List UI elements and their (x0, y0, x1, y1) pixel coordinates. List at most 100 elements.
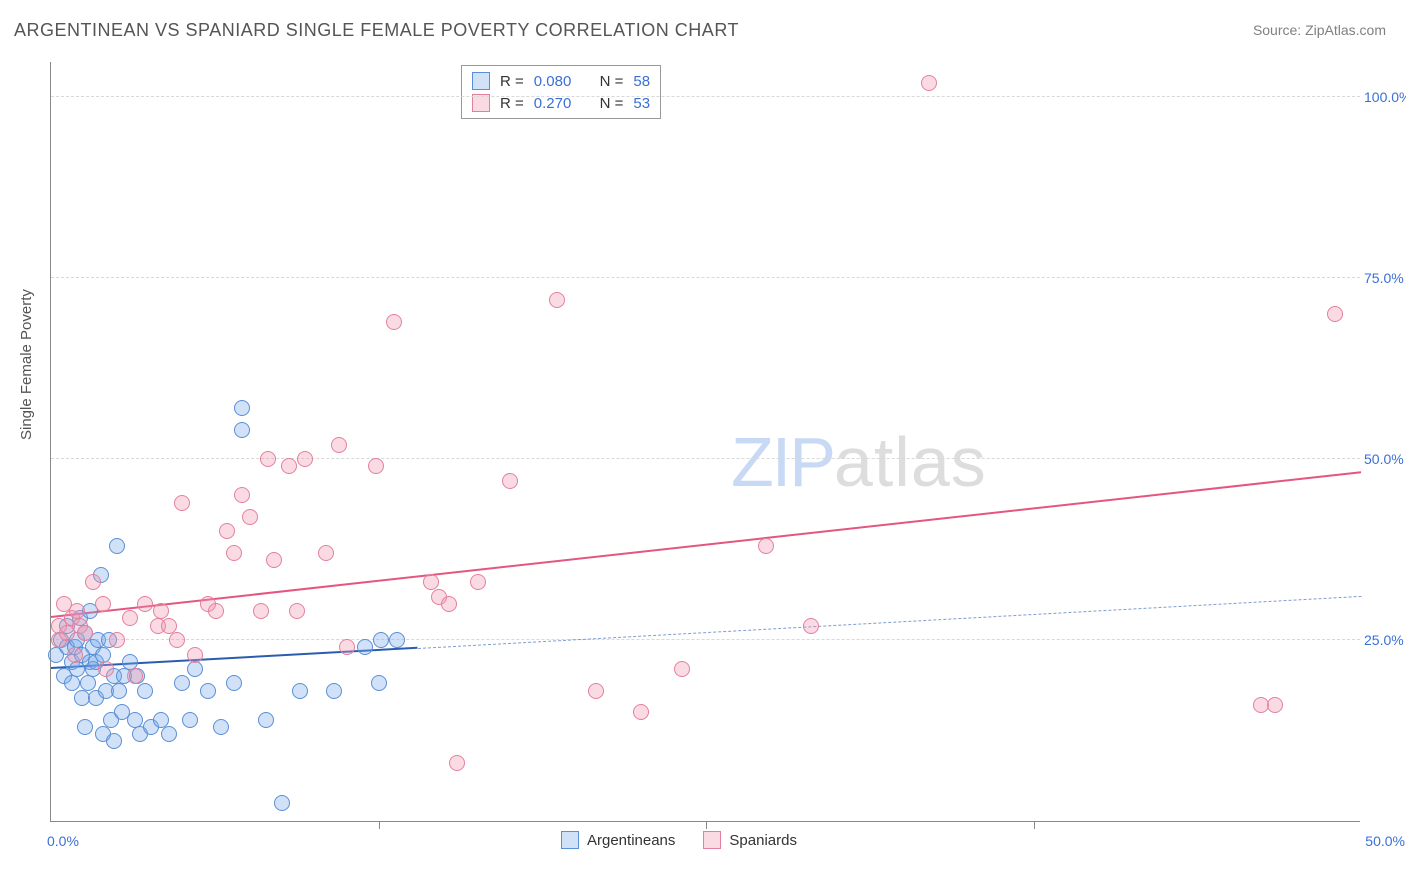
legend-row-argentineans: R = 0.080 N = 58 (472, 70, 650, 92)
watermark-zip: ZIP (731, 422, 834, 502)
scatter-point (260, 451, 276, 467)
x-tick-label: 0.0% (47, 833, 79, 849)
chart-container: ARGENTINEAN VS SPANIARD SINGLE FEMALE PO… (0, 0, 1406, 892)
y-tick-label: 25.0% (1364, 632, 1406, 648)
scatter-point (226, 675, 242, 691)
scatter-point (297, 451, 313, 467)
swatch-spaniards (703, 831, 721, 849)
n-label: N = (600, 73, 624, 90)
y-tick-label: 75.0% (1364, 270, 1406, 286)
scatter-point (441, 596, 457, 612)
swatch-argentineans (472, 72, 490, 90)
scatter-point (258, 712, 274, 728)
scatter-point (674, 661, 690, 677)
y-tick-label: 50.0% (1364, 451, 1406, 467)
legend-item-spaniards: Spaniards (703, 831, 797, 849)
scatter-point (339, 639, 355, 655)
scatter-point (758, 538, 774, 554)
scatter-point (98, 661, 114, 677)
scatter-point (803, 618, 819, 634)
scatter-point (386, 314, 402, 330)
swatch-argentineans (561, 831, 579, 849)
scatter-point (127, 668, 143, 684)
scatter-point (371, 675, 387, 691)
scatter-point (208, 603, 224, 619)
scatter-point (357, 639, 373, 655)
scatter-point (77, 719, 93, 735)
n-value-argentineans: 58 (633, 73, 650, 90)
scatter-point (187, 647, 203, 663)
scatter-point (274, 795, 290, 811)
scatter-plot: ZIPatlas R = 0.080 N = 58 R = 0.270 N = … (50, 62, 1360, 822)
scatter-point (137, 596, 153, 612)
scatter-point (588, 683, 604, 699)
scatter-point (174, 495, 190, 511)
scatter-point (1327, 306, 1343, 322)
trendline-dashed (418, 596, 1361, 649)
scatter-point (161, 726, 177, 742)
scatter-point (95, 647, 111, 663)
scatter-point (502, 473, 518, 489)
legend-bottom: Argentineans Spaniards (561, 831, 797, 849)
scatter-point (226, 545, 242, 561)
scatter-point (182, 712, 198, 728)
scatter-point (174, 675, 190, 691)
scatter-point (169, 632, 185, 648)
scatter-point (64, 675, 80, 691)
scatter-point (633, 704, 649, 720)
scatter-point (449, 755, 465, 771)
y-tick-label: 100.0% (1364, 89, 1406, 105)
r-value-argentineans: 0.080 (534, 73, 572, 90)
watermark: ZIPatlas (731, 422, 987, 502)
scatter-point (187, 661, 203, 677)
chart-title: ARGENTINEAN VS SPANIARD SINGLE FEMALE PO… (14, 20, 739, 41)
scatter-point (137, 683, 153, 699)
scatter-point (266, 552, 282, 568)
legend-label-spaniards: Spaniards (729, 832, 797, 849)
scatter-point (331, 437, 347, 453)
scatter-point (67, 647, 83, 663)
gridline-h (51, 277, 1360, 278)
legend-label-argentineans: Argentineans (587, 832, 675, 849)
r-label: R = (500, 73, 524, 90)
scatter-point (549, 292, 565, 308)
y-axis-label: Single Female Poverty (18, 289, 35, 440)
scatter-point (253, 603, 269, 619)
x-tick (1034, 821, 1035, 829)
scatter-point (242, 509, 258, 525)
gridline-h (51, 639, 1360, 640)
scatter-point (234, 400, 250, 416)
scatter-point (281, 458, 297, 474)
scatter-point (109, 538, 125, 554)
scatter-point (1267, 697, 1283, 713)
gridline-h (51, 96, 1360, 97)
gridline-h (51, 458, 1360, 459)
scatter-point (389, 632, 405, 648)
scatter-point (921, 75, 937, 91)
scatter-point (200, 683, 216, 699)
x-tick (379, 821, 380, 829)
scatter-point (292, 683, 308, 699)
scatter-point (373, 632, 389, 648)
scatter-point (122, 610, 138, 626)
watermark-atlas: atlas (834, 422, 987, 502)
scatter-point (111, 683, 127, 699)
scatter-point (234, 422, 250, 438)
scatter-point (368, 458, 384, 474)
x-tick-label: 50.0% (1365, 833, 1405, 849)
x-tick (706, 821, 707, 829)
scatter-point (109, 632, 125, 648)
scatter-point (470, 574, 486, 590)
scatter-point (77, 625, 93, 641)
scatter-point (234, 487, 250, 503)
scatter-point (318, 545, 334, 561)
scatter-point (326, 683, 342, 699)
scatter-point (85, 574, 101, 590)
scatter-point (213, 719, 229, 735)
scatter-point (106, 733, 122, 749)
scatter-point (69, 603, 85, 619)
source-attribution: Source: ZipAtlas.com (1253, 22, 1386, 38)
legend-item-argentineans: Argentineans (561, 831, 675, 849)
scatter-point (219, 523, 235, 539)
scatter-point (95, 596, 111, 612)
